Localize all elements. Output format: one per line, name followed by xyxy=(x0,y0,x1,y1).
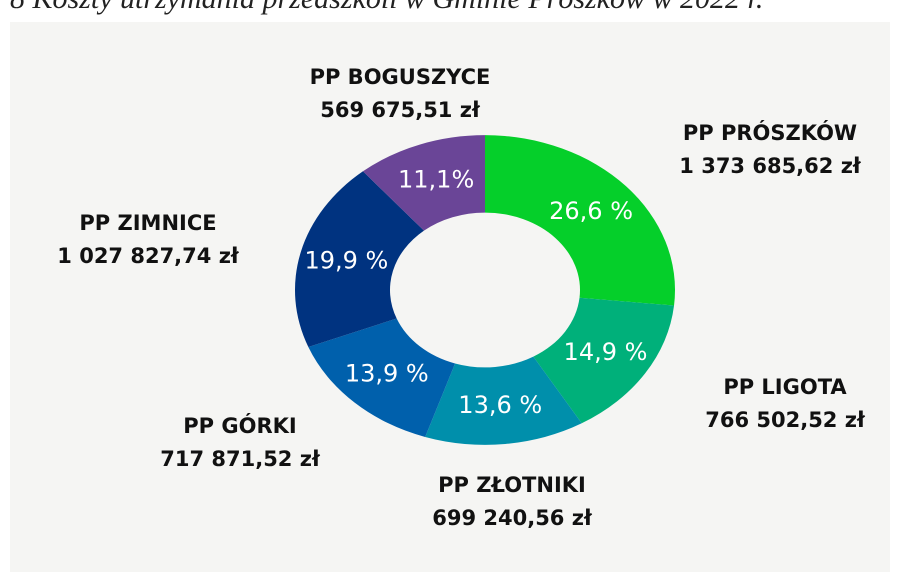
amount-label: 766 502,52 zł xyxy=(705,408,866,432)
donut xyxy=(295,135,675,445)
amount-label: 1 027 827,74 zł xyxy=(57,244,240,268)
background xyxy=(10,22,890,572)
value-label: 11,1% xyxy=(398,165,474,193)
value-label: 14,9 % xyxy=(564,338,648,366)
category-label: PP LIGOTA xyxy=(723,375,847,399)
amount-label: 569 675,51 zł xyxy=(320,98,481,122)
amount-label: 717 871,52 zł xyxy=(160,447,321,471)
slice xyxy=(295,171,424,348)
slice xyxy=(362,135,485,231)
category-label: PP ZŁOTNIKI xyxy=(438,473,586,497)
slice xyxy=(485,135,675,306)
amount-label: 699 240,56 zł xyxy=(432,506,593,530)
amount-label: 1 373 685,62 zł xyxy=(679,154,862,178)
category-label: PP ZIMNICE xyxy=(79,211,216,235)
value-label: 13,9 % xyxy=(345,360,429,388)
category-label: PP BOGUSZYCE xyxy=(310,65,491,89)
value-label: 19,9 % xyxy=(304,246,388,274)
category-label: PP GÓRKI xyxy=(183,413,296,438)
slice xyxy=(533,297,675,424)
value-label: 26,6 % xyxy=(549,197,633,225)
value-label: 13,6 % xyxy=(458,391,542,419)
category-label: PP PRÓSZKÓW xyxy=(683,120,857,145)
slice xyxy=(425,356,582,445)
slice xyxy=(308,318,456,437)
chart-title: 8 Koszty utrzymania przedszkoli w Gminie… xyxy=(10,0,763,15)
